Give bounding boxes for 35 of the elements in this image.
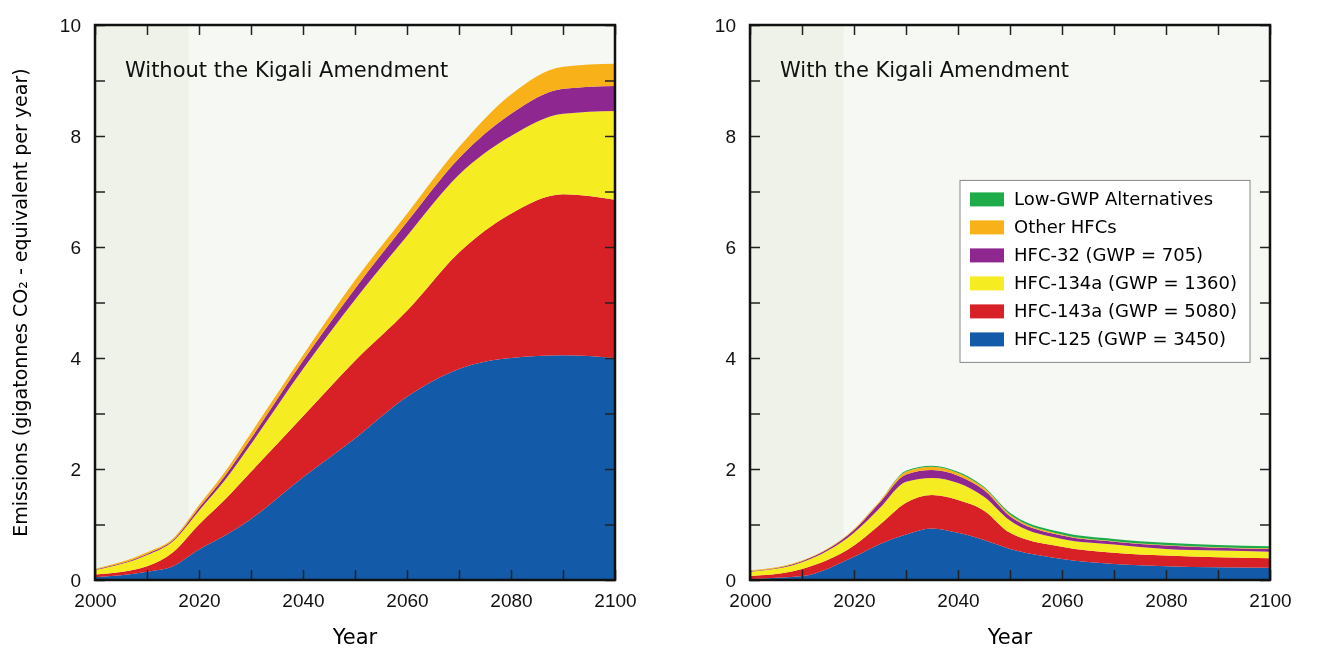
- x-tick-label: 2020: [178, 590, 221, 612]
- x-tick-label: 2020: [833, 590, 876, 612]
- text: With the Kigali Amendment: [780, 58, 1069, 82]
- y-tick-label: 10: [59, 14, 81, 36]
- y-tick-label: 0: [70, 569, 81, 591]
- x-tick-label: 2000: [74, 590, 117, 612]
- y-tick-label: 4: [70, 347, 82, 369]
- x-tick-label: 2100: [594, 590, 637, 612]
- text: Without the Kigali Amendment: [125, 58, 449, 82]
- y-tick-label: 8: [725, 125, 736, 147]
- x-tick-label: 2060: [386, 590, 429, 612]
- y-tick-label: 0: [725, 569, 736, 591]
- legend-label: HFC-134a (GWP = 1360): [1014, 272, 1238, 294]
- x-tick-label: 2060: [1041, 590, 1084, 612]
- x-tick-label: 2080: [490, 590, 533, 612]
- y-tick-label: 2: [725, 458, 736, 480]
- y-tick-label: 6: [725, 236, 736, 258]
- x-tick-label: 2100: [1249, 590, 1292, 612]
- y-axis-title: Emissions (gigatonnes CO₂ - equivalent per year): [9, 68, 31, 537]
- y-tick-label: 4: [725, 347, 737, 369]
- x-tick-label: 2080: [1145, 590, 1188, 612]
- y-tick-label: 6: [70, 236, 81, 258]
- legend-label: Other HFCs: [1014, 216, 1117, 238]
- x-tick-label: 2040: [282, 590, 325, 612]
- x-axis-title: Year: [986, 625, 1033, 649]
- legend-label: HFC-32 (GWP = 705): [1014, 244, 1204, 266]
- x-tick-label: 2000: [729, 590, 772, 612]
- legend-label: HFC-125 (GWP = 3450): [1014, 328, 1227, 350]
- y-tick-label: 8: [70, 125, 81, 147]
- legend-label: Low-GWP Alternatives: [1014, 188, 1214, 210]
- x-axis-title: Year: [331, 625, 378, 649]
- x-tick-label: 2040: [937, 590, 980, 612]
- y-tick-label: 10: [714, 14, 736, 36]
- legend-label: HFC-143a (GWP = 5080): [1014, 300, 1238, 322]
- y-tick-label: 2: [70, 458, 81, 480]
